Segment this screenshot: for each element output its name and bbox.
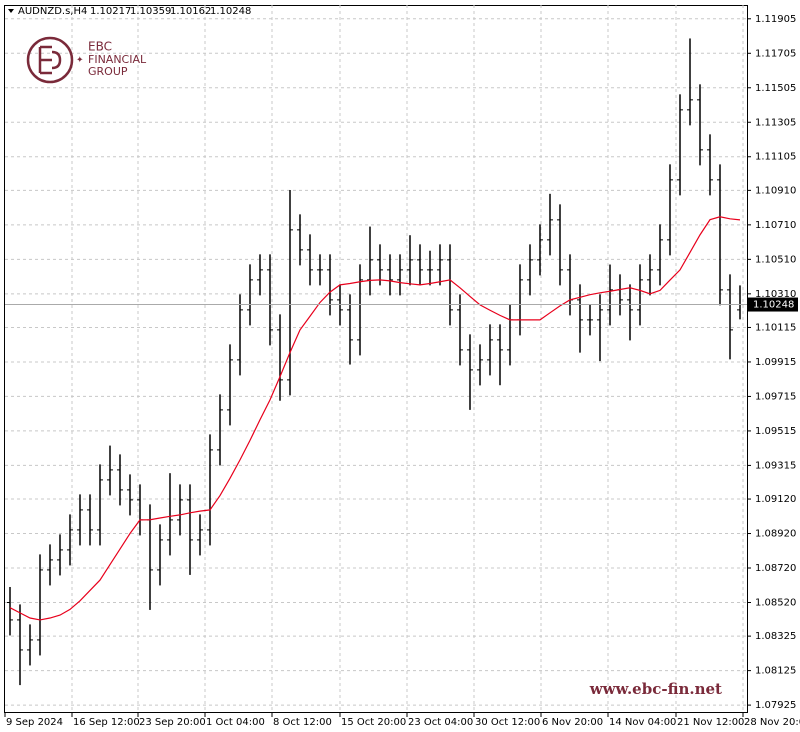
header: AUDNZD.s,H4 1.10217 1.10359 1.10162 1.10… — [8, 6, 251, 17]
x-tick-label: 16 Sep 12:00 — [73, 717, 140, 728]
y-tick-label: 1.11505 — [755, 83, 796, 94]
y-tick-label: 1.08125 — [755, 666, 796, 677]
header-low: 1.10162 — [170, 6, 211, 17]
x-tick-label: 30 Oct 12:00 — [475, 717, 540, 728]
header-open: 1.10217 — [90, 6, 131, 17]
logo: ✦ EBC FINANCIAL GROUP — [26, 36, 147, 84]
logo-glyph — [38, 45, 62, 75]
logo-line: GROUP — [88, 65, 128, 78]
y-tick-label: 1.08520 — [755, 598, 796, 609]
y-tick-label: 1.07925 — [755, 700, 796, 711]
symbol: AUDNZD.s,H4 — [18, 6, 87, 17]
logo-name: EBC — [88, 40, 112, 54]
x-tick-label: 9 Sep 2024 — [6, 717, 63, 728]
x-tick-label: 1 Oct 04:00 — [206, 717, 265, 728]
x-tick-label: 6 Nov 20:00 — [542, 717, 603, 728]
x-tick-label: 23 Oct 04:00 — [408, 717, 473, 728]
logo-plus: ✦ — [76, 56, 84, 66]
x-tick-label: 28 Nov 20:00 — [744, 717, 800, 728]
y-tick-label: 1.11305 — [755, 117, 796, 128]
y-tick-label: 1.10510 — [755, 254, 796, 265]
x-tick-label: 8 Oct 12:00 — [273, 717, 332, 728]
y-tick-label: 1.11905 — [755, 14, 796, 25]
y-tick-label: 1.09915 — [755, 357, 796, 368]
price-label: 1.10248 — [753, 300, 794, 311]
moving-average — [9, 216, 741, 621]
y-tick-label: 1.10910 — [755, 185, 796, 196]
header-arrow — [8, 9, 14, 13]
website-watermark: www.ebc-fin.net — [589, 680, 722, 698]
y-tick-label: 1.09120 — [755, 494, 796, 505]
price-label-box — [748, 297, 798, 312]
y-tick-label: 1.09315 — [755, 460, 796, 471]
y-tick-label: 1.08920 — [755, 529, 796, 540]
y-tick-label: 1.09515 — [755, 426, 796, 437]
y-tick-label: 1.08325 — [755, 631, 796, 642]
y-tick-label: 1.11705 — [755, 48, 796, 59]
y-tick-label: 1.10115 — [755, 322, 796, 333]
marks: 1.10248 — [5, 38, 798, 686]
logo-ring — [26, 36, 74, 84]
y-tick-label: 1.10710 — [755, 220, 796, 231]
y-tick-label: 1.10310 — [755, 289, 796, 300]
header-high: 1.10359 — [130, 6, 171, 17]
y-tick-label: 1.08720 — [755, 563, 796, 574]
x-tick-label: 23 Sep 20:00 — [139, 717, 206, 728]
grid: 1.11905 1.11705 1.11505 1.11305 1.11105 1.109… — [4, 5, 800, 728]
header-close: 1.10248 — [210, 6, 251, 17]
logo-line: FINANCIAL — [88, 53, 147, 66]
x-tick-label: 15 Oct 20:00 — [341, 717, 406, 728]
y-tick-label: 1.11105 — [755, 152, 796, 163]
x-tick-label: 14 Nov 04:00 — [609, 717, 676, 728]
y-tick-label: 1.09715 — [755, 391, 796, 402]
x-tick-label: 21 Nov 12:00 — [677, 717, 744, 728]
plot-frame — [4, 5, 748, 713]
